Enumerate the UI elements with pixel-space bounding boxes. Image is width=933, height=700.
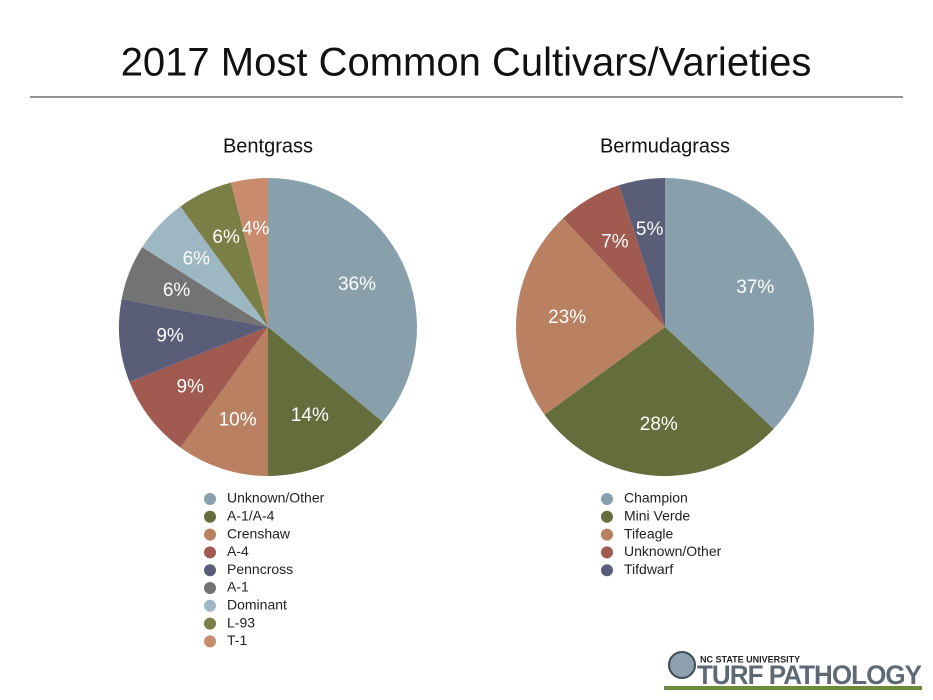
logo-university: NC STATE UNIVERSITY (700, 654, 800, 664)
slice-label: 37% (736, 277, 774, 298)
logo-bg (664, 652, 922, 692)
pie-slice (544, 327, 774, 477)
legend-swatch (204, 635, 216, 648)
slice-label: 10% (219, 410, 257, 431)
pie-slice (121, 247, 269, 327)
legend-label: Dominant (227, 597, 287, 613)
legend-label: A-1 (227, 579, 249, 595)
slide-title: 2017 Most Common Cultivars/Varieties (121, 41, 812, 85)
legend-label: T-1 (227, 632, 247, 648)
pie-slice (118, 299, 268, 382)
legend-label: Tifeagle (624, 525, 674, 541)
slice-label: 23% (548, 307, 586, 328)
slice-label: 4% (242, 218, 270, 239)
pie-slice (515, 218, 665, 415)
legend-swatch (204, 493, 216, 505)
slice-label: 9% (156, 325, 184, 346)
slice-label: 6% (212, 227, 240, 248)
legend-swatch (601, 528, 613, 541)
legend-swatch (601, 546, 613, 559)
pie-slice (180, 327, 268, 476)
legend-swatch (204, 617, 216, 630)
pie-slice (129, 327, 268, 448)
slice-label: 36% (338, 274, 376, 295)
pie-title: Bentgrass (223, 135, 313, 157)
legend-label: A-4 (227, 543, 249, 559)
legend-label: Crenshaw (227, 525, 291, 541)
legend-label: Penncross (227, 561, 293, 577)
logo-grass (664, 686, 922, 690)
legend-swatch (204, 564, 216, 577)
legend-swatch (204, 510, 216, 523)
legend-label: L-93 (227, 614, 255, 630)
slice-label: 9% (177, 376, 205, 397)
pie-slice (618, 178, 665, 327)
pie-slice (563, 185, 665, 327)
slice-label: 5% (636, 219, 664, 240)
legend-swatch (601, 510, 613, 523)
pie-title: Bermudagrass (600, 135, 730, 157)
legend-label: Champion (624, 490, 688, 506)
pie-slice (142, 206, 268, 327)
pie-slice (268, 178, 417, 422)
pie-slice (665, 178, 815, 429)
legend-swatch (601, 493, 613, 505)
logo-emblem (668, 651, 696, 679)
legend-swatch (601, 564, 613, 577)
logo-name: TURF PATHOLOGY (697, 660, 922, 690)
slice-label: 7% (601, 231, 629, 252)
pie-slice (180, 182, 268, 327)
pie-slice (268, 327, 383, 476)
legend-label: Tifdwarf (624, 561, 673, 577)
legend-label: Unknown/Other (624, 543, 722, 559)
legend-swatch (204, 546, 216, 559)
slice-label: 28% (640, 414, 678, 435)
legend-swatch (204, 599, 216, 612)
slice-label: 6% (183, 249, 211, 270)
legend-swatch (204, 528, 216, 541)
pie-slice (230, 178, 268, 327)
legend-swatch (204, 582, 216, 594)
logo: NC STATE UNIVERSITY TURF PATHOLOGY (664, 651, 923, 692)
legend-label: A-1/A-4 (227, 508, 275, 524)
slice-label: 6% (163, 280, 191, 301)
legend-label: Unknown/Other (227, 490, 325, 506)
slice-label: 14% (291, 405, 329, 426)
legend-label: Mini Verde (624, 508, 690, 524)
